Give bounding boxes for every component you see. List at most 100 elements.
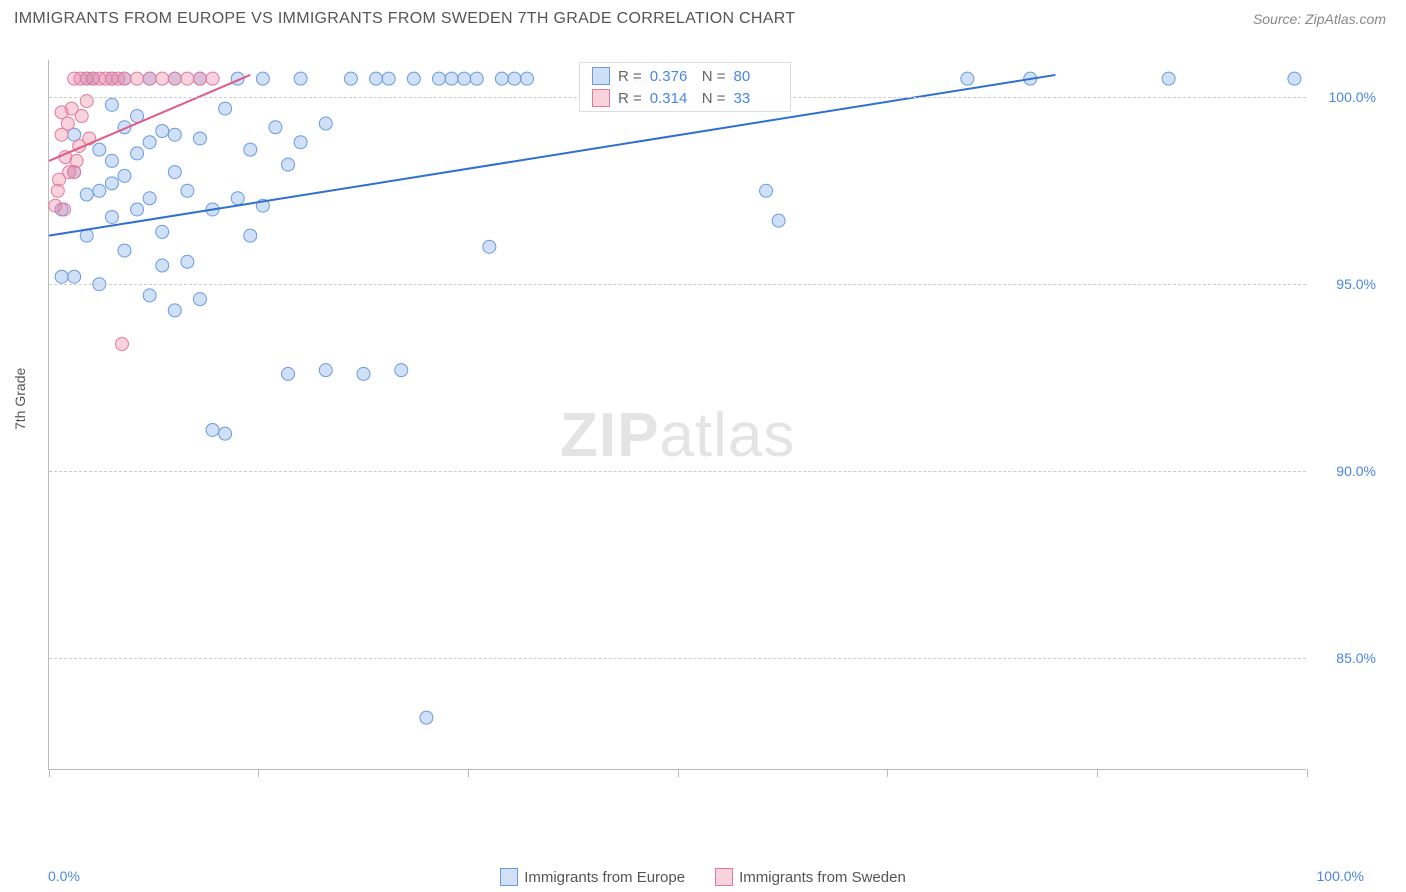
data-point [118, 72, 131, 85]
x-tick [678, 769, 679, 777]
data-point [131, 72, 144, 85]
data-point [156, 259, 169, 272]
data-point [961, 72, 974, 85]
data-point [193, 132, 206, 145]
data-point [458, 72, 471, 85]
stats-n-value: 80 [734, 68, 778, 85]
chart-title: IMMIGRANTS FROM EUROPE VS IMMIGRANTS FRO… [14, 10, 795, 28]
stats-row: R = 0.376 N = 80 [580, 65, 790, 87]
data-point [282, 367, 295, 380]
data-point [420, 711, 433, 724]
data-point [143, 136, 156, 149]
data-point [143, 192, 156, 205]
stats-n-value: 33 [734, 90, 778, 107]
legend-item-europe: Immigrants from Europe [500, 868, 685, 886]
legend-swatch-icon [715, 868, 733, 886]
data-point [58, 203, 71, 216]
y-tick-label: 90.0% [1336, 463, 1376, 479]
data-point [508, 72, 521, 85]
data-point [1288, 72, 1301, 85]
legend-label: Immigrants from Europe [524, 869, 685, 886]
data-point [282, 158, 295, 171]
data-point [760, 184, 773, 197]
data-point [118, 169, 131, 182]
data-point [55, 270, 68, 283]
y-tick-label: 95.0% [1336, 276, 1376, 292]
data-point [105, 177, 118, 190]
stats-r-value: 0.314 [650, 90, 694, 107]
data-point [168, 72, 181, 85]
data-point [407, 72, 420, 85]
chart-header: IMMIGRANTS FROM EUROPE VS IMMIGRANTS FRO… [0, 0, 1406, 34]
data-point [269, 121, 282, 134]
data-point [156, 125, 169, 138]
data-point [319, 364, 332, 377]
data-point [294, 136, 307, 149]
data-point [131, 147, 144, 160]
data-point [244, 143, 257, 156]
chart-source: Source: ZipAtlas.com [1253, 11, 1386, 27]
data-point [231, 192, 244, 205]
stats-swatch-icon [592, 89, 610, 107]
data-point [206, 72, 219, 85]
data-point [219, 427, 232, 440]
x-tick [468, 769, 469, 777]
stats-box: R =0.376N =80R =0.314N =33 [579, 62, 791, 112]
legend-swatch-icon [500, 868, 518, 886]
data-point [470, 72, 483, 85]
data-point [68, 270, 81, 283]
data-point [168, 304, 181, 317]
x-tick [1307, 769, 1308, 777]
data-point [105, 154, 118, 167]
data-point [80, 188, 93, 201]
data-point [115, 338, 128, 351]
data-point [131, 203, 144, 216]
data-point [118, 244, 131, 257]
x-tick [49, 769, 50, 777]
data-point [193, 72, 206, 85]
x-tick [887, 769, 888, 777]
data-point [105, 98, 118, 111]
data-point [395, 364, 408, 377]
data-point [181, 255, 194, 268]
data-point [344, 72, 357, 85]
data-point [156, 225, 169, 238]
data-point [521, 72, 534, 85]
data-point [181, 184, 194, 197]
chart-plot-area: R =0.376N =80R =0.314N =33 [48, 60, 1306, 770]
data-point [93, 143, 106, 156]
data-point [70, 154, 83, 167]
data-point [357, 367, 370, 380]
data-point [219, 102, 232, 115]
data-point [772, 214, 785, 227]
stats-r-label: R = [618, 68, 642, 85]
gridline [49, 471, 1306, 472]
data-point [168, 166, 181, 179]
data-point [156, 72, 169, 85]
y-tick-label: 85.0% [1336, 650, 1376, 666]
data-point [432, 72, 445, 85]
gridline [49, 284, 1306, 285]
data-point [181, 72, 194, 85]
stats-r-label: R = [618, 90, 642, 107]
data-point [256, 72, 269, 85]
data-point [483, 240, 496, 253]
legend-label: Immigrants from Sweden [739, 869, 906, 886]
stats-n-label: N = [702, 68, 726, 85]
data-point [75, 110, 88, 123]
data-point [370, 72, 383, 85]
data-point [382, 72, 395, 85]
data-point [445, 72, 458, 85]
gridline [49, 658, 1306, 659]
data-point [294, 72, 307, 85]
data-point [168, 128, 181, 141]
data-point [1162, 72, 1175, 85]
chart-svg [49, 60, 1307, 770]
trend-line [49, 75, 1055, 236]
stats-r-value: 0.376 [650, 68, 694, 85]
data-point [206, 423, 219, 436]
legend-item-sweden: Immigrants from Sweden [715, 868, 906, 886]
y-tick-label: 100.0% [1329, 89, 1376, 105]
x-tick [258, 769, 259, 777]
x-tick [1097, 769, 1098, 777]
